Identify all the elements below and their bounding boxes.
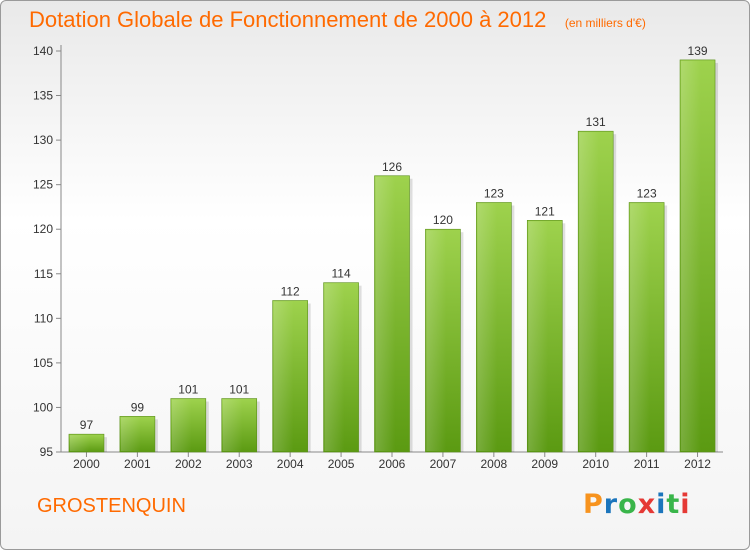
chart-subtitle: (en milliers d'€) — [564, 16, 646, 30]
bar-highlight — [477, 203, 511, 451]
bar-highlight — [579, 132, 613, 451]
y-tick-label: 125 — [33, 178, 53, 192]
logo-letter: o — [618, 489, 638, 520]
data-label: 123 — [484, 186, 504, 200]
bar-highlight — [426, 230, 460, 451]
data-label: 97 — [80, 418, 94, 432]
data-label: 112 — [281, 285, 300, 299]
y-tick-label: 130 — [33, 133, 53, 147]
data-label: 99 — [131, 400, 145, 414]
x-tick-label: 2005 — [328, 457, 355, 471]
data-label: 121 — [535, 204, 555, 218]
y-tick-label: 115 — [34, 267, 53, 281]
bar-highlight — [171, 399, 205, 451]
bar-highlight — [222, 399, 256, 451]
bar-highlight — [375, 176, 409, 451]
logo-letter: x — [637, 489, 657, 520]
x-tick-label: 2002 — [175, 457, 202, 471]
data-label: 120 — [433, 213, 453, 227]
logo-letter: r — [603, 489, 619, 520]
chart-title: Dotation Globale de Fonctionnement de 20… — [29, 7, 547, 32]
bar-highlight — [273, 301, 307, 451]
x-tick-label: 2001 — [124, 457, 151, 471]
bars — [68, 59, 719, 453]
data-label: 123 — [637, 186, 657, 200]
x-tick-label: 2008 — [480, 457, 507, 471]
data-label: 139 — [688, 44, 708, 58]
commune-name: GROSTENQUIN — [37, 495, 186, 517]
logo-letter: P — [583, 489, 604, 520]
bar-highlight — [324, 283, 358, 451]
data-label: 131 — [586, 115, 606, 129]
y-tick-label: 110 — [34, 311, 53, 325]
x-tick-label: 2007 — [430, 457, 457, 471]
title-row: Dotation Globale de Fonctionnement de 20… — [29, 7, 646, 33]
y-tick-label: 105 — [33, 356, 53, 370]
x-tick-label: 2004 — [277, 457, 304, 471]
x-tick-label: 2011 — [634, 457, 660, 471]
bar-highlight — [630, 203, 664, 451]
x-tick-label: 2003 — [226, 457, 253, 471]
logo-letter: i — [656, 489, 667, 520]
data-labels: 97 99 101 101 112 114 126 120 123 121 131 123 139 — [80, 44, 708, 432]
x-tick-label: 2006 — [379, 457, 406, 471]
bar-highlight — [528, 221, 562, 451]
bar-highlight — [120, 417, 154, 451]
y-tick-label: 100 — [33, 400, 53, 414]
data-label: 101 — [229, 383, 249, 397]
y-tick-label: 135 — [33, 89, 53, 103]
y-tick-label: 140 — [33, 44, 53, 58]
data-label: 126 — [382, 160, 402, 174]
bar-highlight — [69, 435, 103, 451]
x-tick-label: 2009 — [531, 457, 558, 471]
bar-highlight — [681, 60, 715, 452]
data-label: 101 — [178, 383, 198, 397]
x-tick-label: 2010 — [582, 457, 609, 471]
x-tick-label: 2012 — [684, 457, 711, 471]
y-tick-label: 95 — [40, 445, 54, 459]
y-tick-label: 120 — [33, 222, 53, 236]
logo-letter: i — [680, 489, 691, 520]
axes: 95 100 105 110 115 120 125 130 135 140 2000 2001 200… — [33, 44, 723, 471]
x-tick-label: 2000 — [73, 457, 100, 471]
data-label: 114 — [332, 267, 351, 281]
proxiti-logo: Proxiti — [583, 489, 691, 520]
logo-letter: t — [666, 489, 681, 520]
